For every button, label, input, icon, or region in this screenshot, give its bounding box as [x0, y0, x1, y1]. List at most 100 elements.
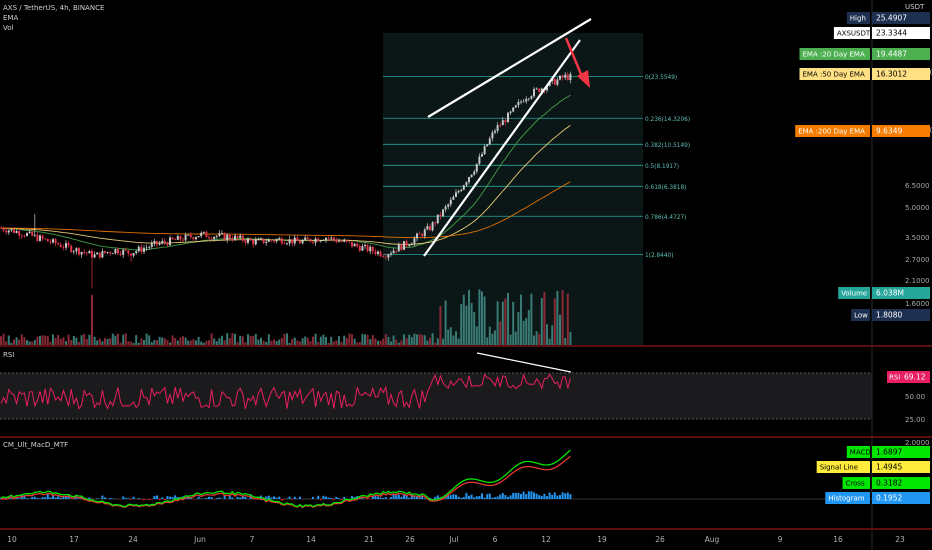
volume-bar — [132, 342, 135, 345]
volume-bar — [522, 320, 525, 345]
price-tag-label: EMA :200 Day EMA — [798, 128, 865, 136]
macd-histogram-bar — [124, 497, 127, 499]
price-tag-1[interactable]: AXSUSDT 23.3344 — [833, 27, 930, 39]
volume-bar — [226, 333, 229, 345]
volume-bar — [111, 333, 114, 345]
macd-histogram-bar — [462, 496, 465, 499]
volume-indicator-label[interactable]: Vol — [3, 24, 14, 32]
volume-bar — [150, 342, 153, 345]
candle-body — [566, 74, 569, 80]
macd-tag-0[interactable]: MACD 1.6897 — [846, 446, 930, 458]
rsi-divergence-line[interactable] — [476, 352, 572, 373]
volume-bar — [382, 338, 385, 345]
symbol-title[interactable]: AXS / TetherUS, 4h, BINANCE — [3, 4, 105, 12]
candle-body — [231, 238, 234, 241]
down-arrow-shaft[interactable] — [564, 37, 585, 80]
candle-body — [322, 240, 325, 242]
macd-histogram-bar — [218, 497, 221, 499]
volume-bar — [475, 326, 478, 345]
macd-histogram-bar — [351, 496, 353, 499]
candle-body — [130, 253, 132, 256]
volume-bar — [548, 338, 551, 345]
volume-bar — [468, 290, 470, 345]
candle-body — [426, 226, 429, 230]
volume-bar — [501, 301, 504, 345]
macd-histogram-bar — [504, 495, 507, 499]
time-axis-label: Aug — [705, 535, 720, 544]
macd-histogram-bar — [332, 499, 335, 501]
volume-bar — [418, 334, 421, 345]
macd-histogram-bar — [101, 495, 104, 499]
price-tag-value: 1.8080 — [876, 311, 902, 320]
macd-histogram-bar — [228, 495, 231, 499]
candle-body — [80, 251, 83, 255]
volume-bar — [564, 338, 567, 345]
price-tag-0[interactable]: High 25.4907 — [846, 12, 930, 24]
macd-histogram-bar — [88, 497, 91, 499]
macd-histogram-bar — [530, 491, 533, 499]
volume-bar — [343, 335, 346, 345]
macd-histogram-bar — [522, 491, 525, 499]
wedge-lower-trendline[interactable] — [423, 39, 581, 257]
macd-tag-2[interactable]: Cross 0.3182 — [842, 477, 931, 489]
macd-indicator-label[interactable]: CM_Ult_MacD_MTF — [3, 441, 69, 449]
macd-histogram-bar — [405, 495, 408, 499]
price-tag-5[interactable]: Volume 6.038M — [838, 287, 930, 299]
price-tag-3[interactable]: EMA :50 Day EMA 16.3012 — [799, 68, 931, 80]
price-tag-2[interactable]: EMA :20 Day EMA 19.4487 — [799, 48, 931, 60]
ema-indicator-label[interactable]: EMA — [3, 14, 19, 22]
macd-tag-3[interactable]: Histogram 0.1952 — [825, 492, 930, 504]
rsi-band — [0, 373, 872, 419]
candle-body — [226, 235, 229, 240]
macd-tag-1[interactable]: Signal Line 1.4945 — [816, 461, 930, 473]
down-arrow-head[interactable] — [577, 70, 590, 88]
price-scale[interactable]: 25.000012.50006.50005.00003.50002.70002.… — [795, 12, 932, 504]
time-axis-label: 26 — [655, 535, 665, 544]
volume-bar — [517, 312, 520, 345]
candle-body — [405, 241, 408, 246]
macd-tag-label-box — [816, 461, 870, 473]
volume-bar — [205, 340, 208, 345]
macd-histogram-bar — [153, 496, 156, 499]
time-axis[interactable]: 10 17 24 Jun 7 14 21 26 Jul 6 12 19 26 Aug 9 16 23 — [7, 535, 905, 544]
macd-histogram-bar — [455, 494, 457, 499]
rsi-value-tag[interactable]: RSI 69.12 — [887, 371, 930, 383]
candle-body — [278, 238, 281, 240]
macd-histogram-bar — [343, 497, 346, 499]
time-axis-label: 9 — [778, 535, 783, 544]
volume-bar — [218, 338, 221, 345]
volume-bar — [325, 336, 327, 345]
candle-body — [223, 232, 226, 240]
candle-body — [533, 88, 535, 97]
volume-bar — [488, 326, 491, 345]
wedge-upper-trendline[interactable] — [427, 18, 592, 118]
macd-histogram-bar — [33, 496, 36, 499]
rsi-indicator-label[interactable]: RSI — [3, 351, 15, 359]
volume-bar — [353, 338, 356, 345]
candle-body — [416, 233, 418, 239]
candle-body — [468, 177, 470, 183]
candle-body — [478, 156, 481, 164]
volume-bar — [176, 340, 179, 345]
macd-histogram-bar — [267, 495, 270, 499]
volume-bar — [273, 339, 275, 345]
volume-bar — [26, 340, 28, 345]
macd-histogram-bar — [325, 496, 327, 499]
macd-histogram-bar — [397, 494, 400, 499]
macd-histogram-bar — [169, 496, 171, 499]
macd-histogram-bar — [546, 496, 548, 499]
macd-histogram-bar — [447, 494, 450, 499]
macd-histogram-bar — [44, 497, 47, 499]
volume-bar — [36, 336, 39, 345]
price-tag-value-box — [872, 27, 930, 39]
volume-bar — [85, 338, 88, 345]
currency-label[interactable]: USDT — [905, 3, 925, 11]
volume-bar — [366, 334, 369, 345]
volume-bar — [57, 335, 60, 345]
macd-histogram-bar — [449, 495, 452, 499]
drawings[interactable] — [423, 18, 592, 257]
volume-bar — [530, 293, 533, 345]
price-tag-6[interactable]: Low 1.8080 — [851, 309, 930, 321]
price-tag-4[interactable]: EMA :200 Day EMA 9.6349 — [795, 125, 930, 137]
